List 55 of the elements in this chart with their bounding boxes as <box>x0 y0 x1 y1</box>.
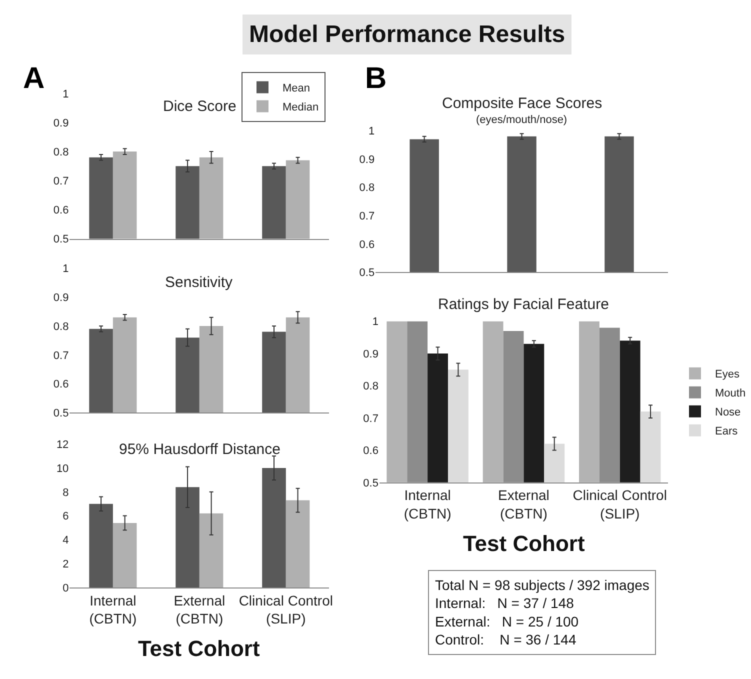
y-tick-label: 0 <box>62 582 69 594</box>
y-tick-label: 1 <box>62 88 69 100</box>
chart-title: Composite Face Scores <box>442 95 602 112</box>
y-tick-label: 0.6 <box>363 445 378 458</box>
chart-title: Dice Score <box>163 98 236 115</box>
text: A <box>23 62 45 95</box>
text: B <box>365 62 387 95</box>
legend-label: Eyes <box>715 368 740 381</box>
y-tick-label: 8 <box>62 486 69 499</box>
y-tick-label: 0.9 <box>53 117 69 130</box>
y-tick-label: 0.9 <box>363 348 378 360</box>
y-tick-label: 0.7 <box>359 210 375 222</box>
y-tick-label: 0.5 <box>363 477 378 490</box>
text: Total N = 98 subjects / 392 images Internal: N = 37 / 148 External: N = 25 / 100 Control: N = 36 / 144 <box>435 577 650 648</box>
x-axis-title: Test Cohort <box>463 531 586 556</box>
y-tick-label: 12 <box>56 438 69 451</box>
legend-label: Median <box>282 102 319 114</box>
chart-title: Sensitivity <box>165 274 234 291</box>
y-tick-label: 0.5 <box>359 267 375 280</box>
y-tick-label: 0.9 <box>359 154 375 166</box>
y-tick-label: 0.7 <box>363 412 378 425</box>
x-tick-label: External (CBTN) <box>174 592 226 627</box>
y-tick-label: 0.5 <box>53 408 69 420</box>
y-tick-label: 0.7 <box>53 175 69 188</box>
legend-label: Mean <box>282 82 310 95</box>
y-tick-label: 0.5 <box>53 234 69 246</box>
y-tick-label: 1 <box>368 126 375 138</box>
y-tick-label: 0.6 <box>53 378 69 391</box>
y-tick-label: 0.6 <box>359 238 375 251</box>
y-tick-label: 1 <box>372 316 378 328</box>
y-tick-label: 0.8 <box>53 146 69 158</box>
legend-label: Nose <box>715 406 741 419</box>
x-tick-label: External (CBTN) <box>498 487 550 522</box>
y-tick-label: 0.9 <box>53 292 69 304</box>
y-tick-label: 1 <box>62 263 69 276</box>
x-axis-title: Test Cohort <box>138 636 260 661</box>
y-tick-label: 0.7 <box>53 350 69 362</box>
y-tick-label: 4 <box>62 534 69 547</box>
chart-title: Ratings by Facial Feature <box>438 296 609 313</box>
legend-label: Mouth <box>715 388 746 400</box>
y-tick-label: 0.8 <box>359 182 375 194</box>
x-tick-label: Internal (CBTN) <box>404 487 452 522</box>
chart-title: 95% Hausdorff Distance <box>119 441 280 458</box>
y-tick-label: 6 <box>62 510 69 523</box>
y-tick-label: 0.6 <box>53 204 69 217</box>
legend-label: Ears <box>715 426 738 438</box>
x-tick-label: Clinical Control (SLIP) <box>572 487 667 522</box>
x-tick-label: Clinical Control (SLIP) <box>238 592 333 627</box>
y-tick-label: 0.8 <box>363 380 378 393</box>
y-tick-label: 2 <box>62 558 69 570</box>
y-tick-label: 0.8 <box>53 320 69 333</box>
x-tick-label: Internal (CBTN) <box>89 592 137 627</box>
chart-subtitle: (eyes/mouth/nose) <box>476 114 568 126</box>
y-tick-label: 10 <box>56 462 69 475</box>
text: Model Performance Results <box>249 21 566 48</box>
